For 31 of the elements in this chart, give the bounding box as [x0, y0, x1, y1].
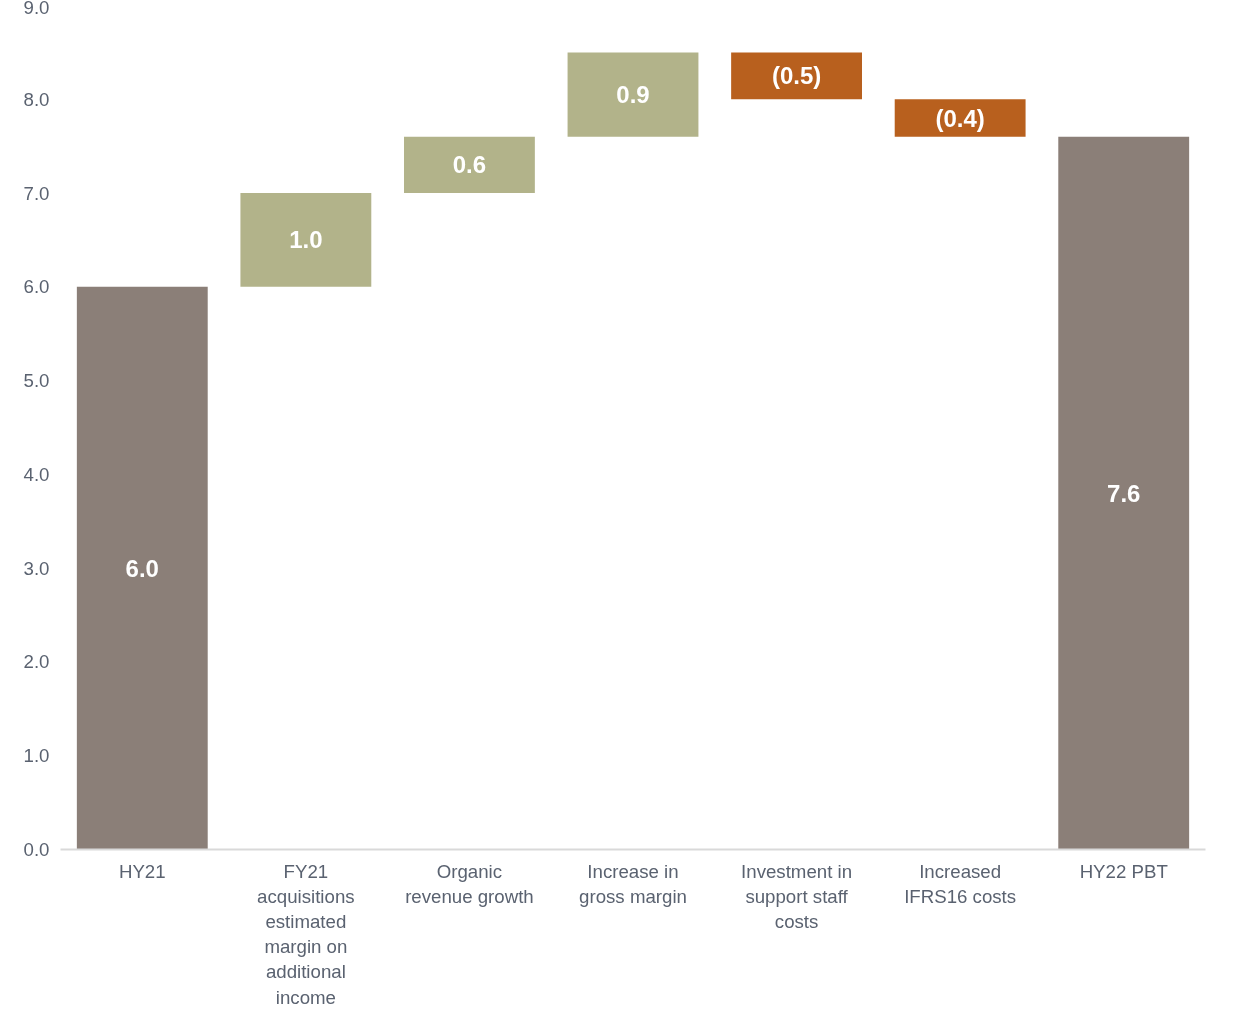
y-tick-label: 9.0 [23, 0, 50, 18]
bar [76, 286, 208, 850]
x-tick-label: Increased IFRS16 costs [904, 860, 1017, 907]
y-tick-label: 6.0 [23, 276, 50, 298]
bar [240, 193, 372, 287]
bar [567, 52, 699, 137]
x-tick-label: Organic revenue growth [405, 860, 534, 907]
bar [1058, 136, 1190, 850]
y-tick-label: 1.0 [23, 745, 50, 767]
x-tick-label: FY21 acquisitions estimated margin on additional income [257, 860, 355, 1008]
y-tick-label: 4.0 [23, 463, 50, 485]
y-tick-label: 8.0 [23, 88, 50, 110]
data-label: (0.4) [935, 104, 985, 132]
y-tick-label: 3.0 [23, 557, 50, 579]
y-tick-label: 0.0 [23, 839, 50, 860]
bar [731, 52, 862, 100]
data-label: 1.0 [289, 226, 323, 254]
y-tick-label: 2.0 [23, 651, 50, 673]
y-tick-label: 5.0 [23, 370, 50, 392]
data-label: 6.0 [125, 554, 159, 582]
x-tick-label: Increase in gross margin [579, 860, 687, 907]
data-label: 7.6 [1107, 479, 1141, 507]
x-tick-label: HY21 [118, 860, 166, 882]
data-label: 0.6 [452, 151, 487, 179]
x-tick-label: HY22 PBT [1079, 860, 1168, 882]
bar [894, 99, 1026, 137]
data-label: 0.9 [616, 81, 650, 109]
bar [404, 136, 535, 194]
y-tick-label: 7.0 [23, 182, 50, 204]
data-label: (0.5) [771, 62, 822, 90]
x-tick-label: Investment in support staff costs [741, 860, 853, 932]
